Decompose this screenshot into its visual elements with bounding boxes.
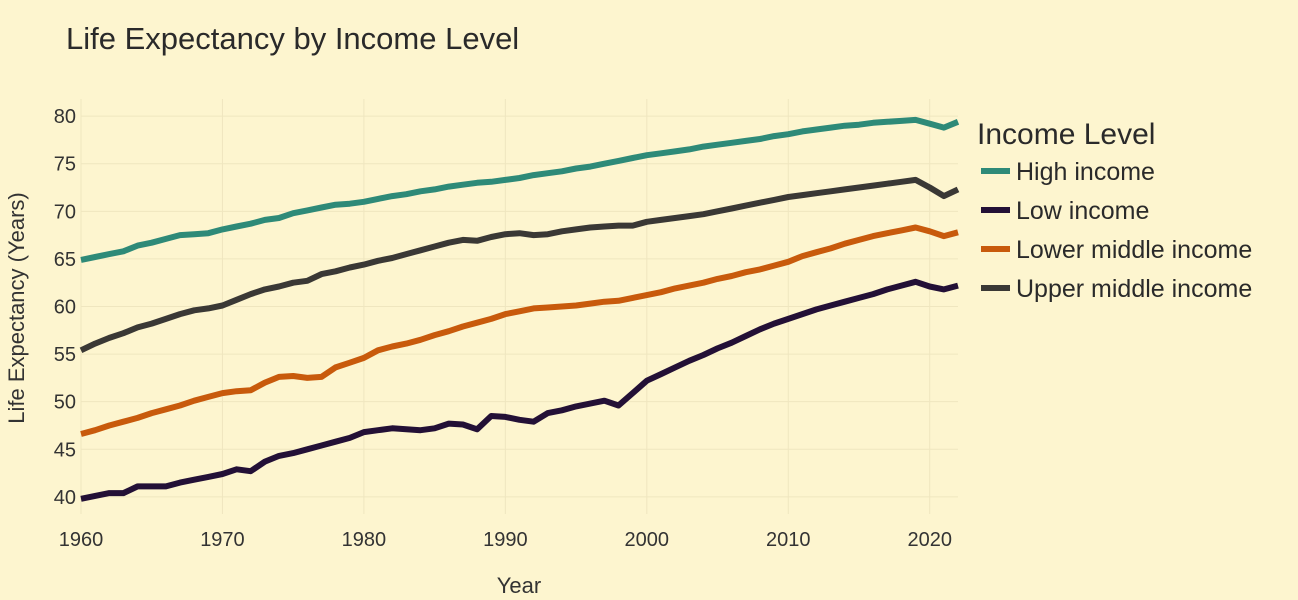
x-tick-label: 1970 — [200, 529, 245, 551]
y-tick-label: 65 — [54, 249, 76, 271]
y-tick-label: 75 — [54, 154, 76, 176]
y-tick-label: 45 — [54, 439, 76, 461]
legend-label: Lower middle income — [1016, 236, 1252, 264]
x-tick-label: 1990 — [483, 529, 528, 551]
series-layer — [79, 116, 960, 502]
legend-label: High income — [1016, 158, 1155, 186]
series-line-upper-middle-income — [79, 176, 960, 354]
x-axis-ticks: 1960 1970 1980 1990 2000 2010 2020 — [59, 529, 952, 551]
series-line-low-income — [80, 278, 959, 502]
legend-item-low-income[interactable]: Low income — [981, 197, 1149, 225]
y-tick-label: 55 — [54, 344, 76, 366]
legend-item-high-income[interactable]: High income — [981, 158, 1155, 186]
y-axis-title: Life Expectancy (Years) — [4, 192, 29, 424]
x-tick-label: 1980 — [342, 529, 387, 551]
y-tick-label: 80 — [54, 106, 76, 128]
y-axis-ticks: 40 45 50 55 60 65 70 75 80 — [54, 106, 76, 509]
legend-item-lower-middle-income[interactable]: Lower middle income — [981, 236, 1252, 264]
chart-title: Life Expectancy by Income Level — [66, 21, 519, 56]
legend-label: Upper middle income — [1016, 275, 1252, 303]
y-tick-label: 60 — [54, 297, 76, 319]
legend[interactable]: Income Level High income Low income Lower … — [977, 118, 1252, 303]
x-tick-label: 2020 — [907, 529, 952, 551]
legend-label: Low income — [1016, 197, 1149, 225]
y-tick-label: 50 — [54, 392, 76, 414]
x-tick-label: 1960 — [59, 529, 104, 551]
legend-items: High income Low income Lower middle income… — [981, 158, 1252, 303]
series-line-lower-middle-income — [80, 224, 959, 437]
series-line-high-income — [80, 116, 960, 263]
y-tick-label: 40 — [54, 487, 76, 509]
x-tick-label: 2010 — [766, 529, 811, 551]
legend-item-upper-middle-income[interactable]: Upper middle income — [981, 275, 1252, 303]
x-tick-label: 2000 — [625, 529, 670, 551]
legend-title: Income Level — [977, 118, 1155, 151]
x-axis-title: Year — [497, 573, 541, 598]
y-tick-label: 70 — [54, 201, 76, 223]
